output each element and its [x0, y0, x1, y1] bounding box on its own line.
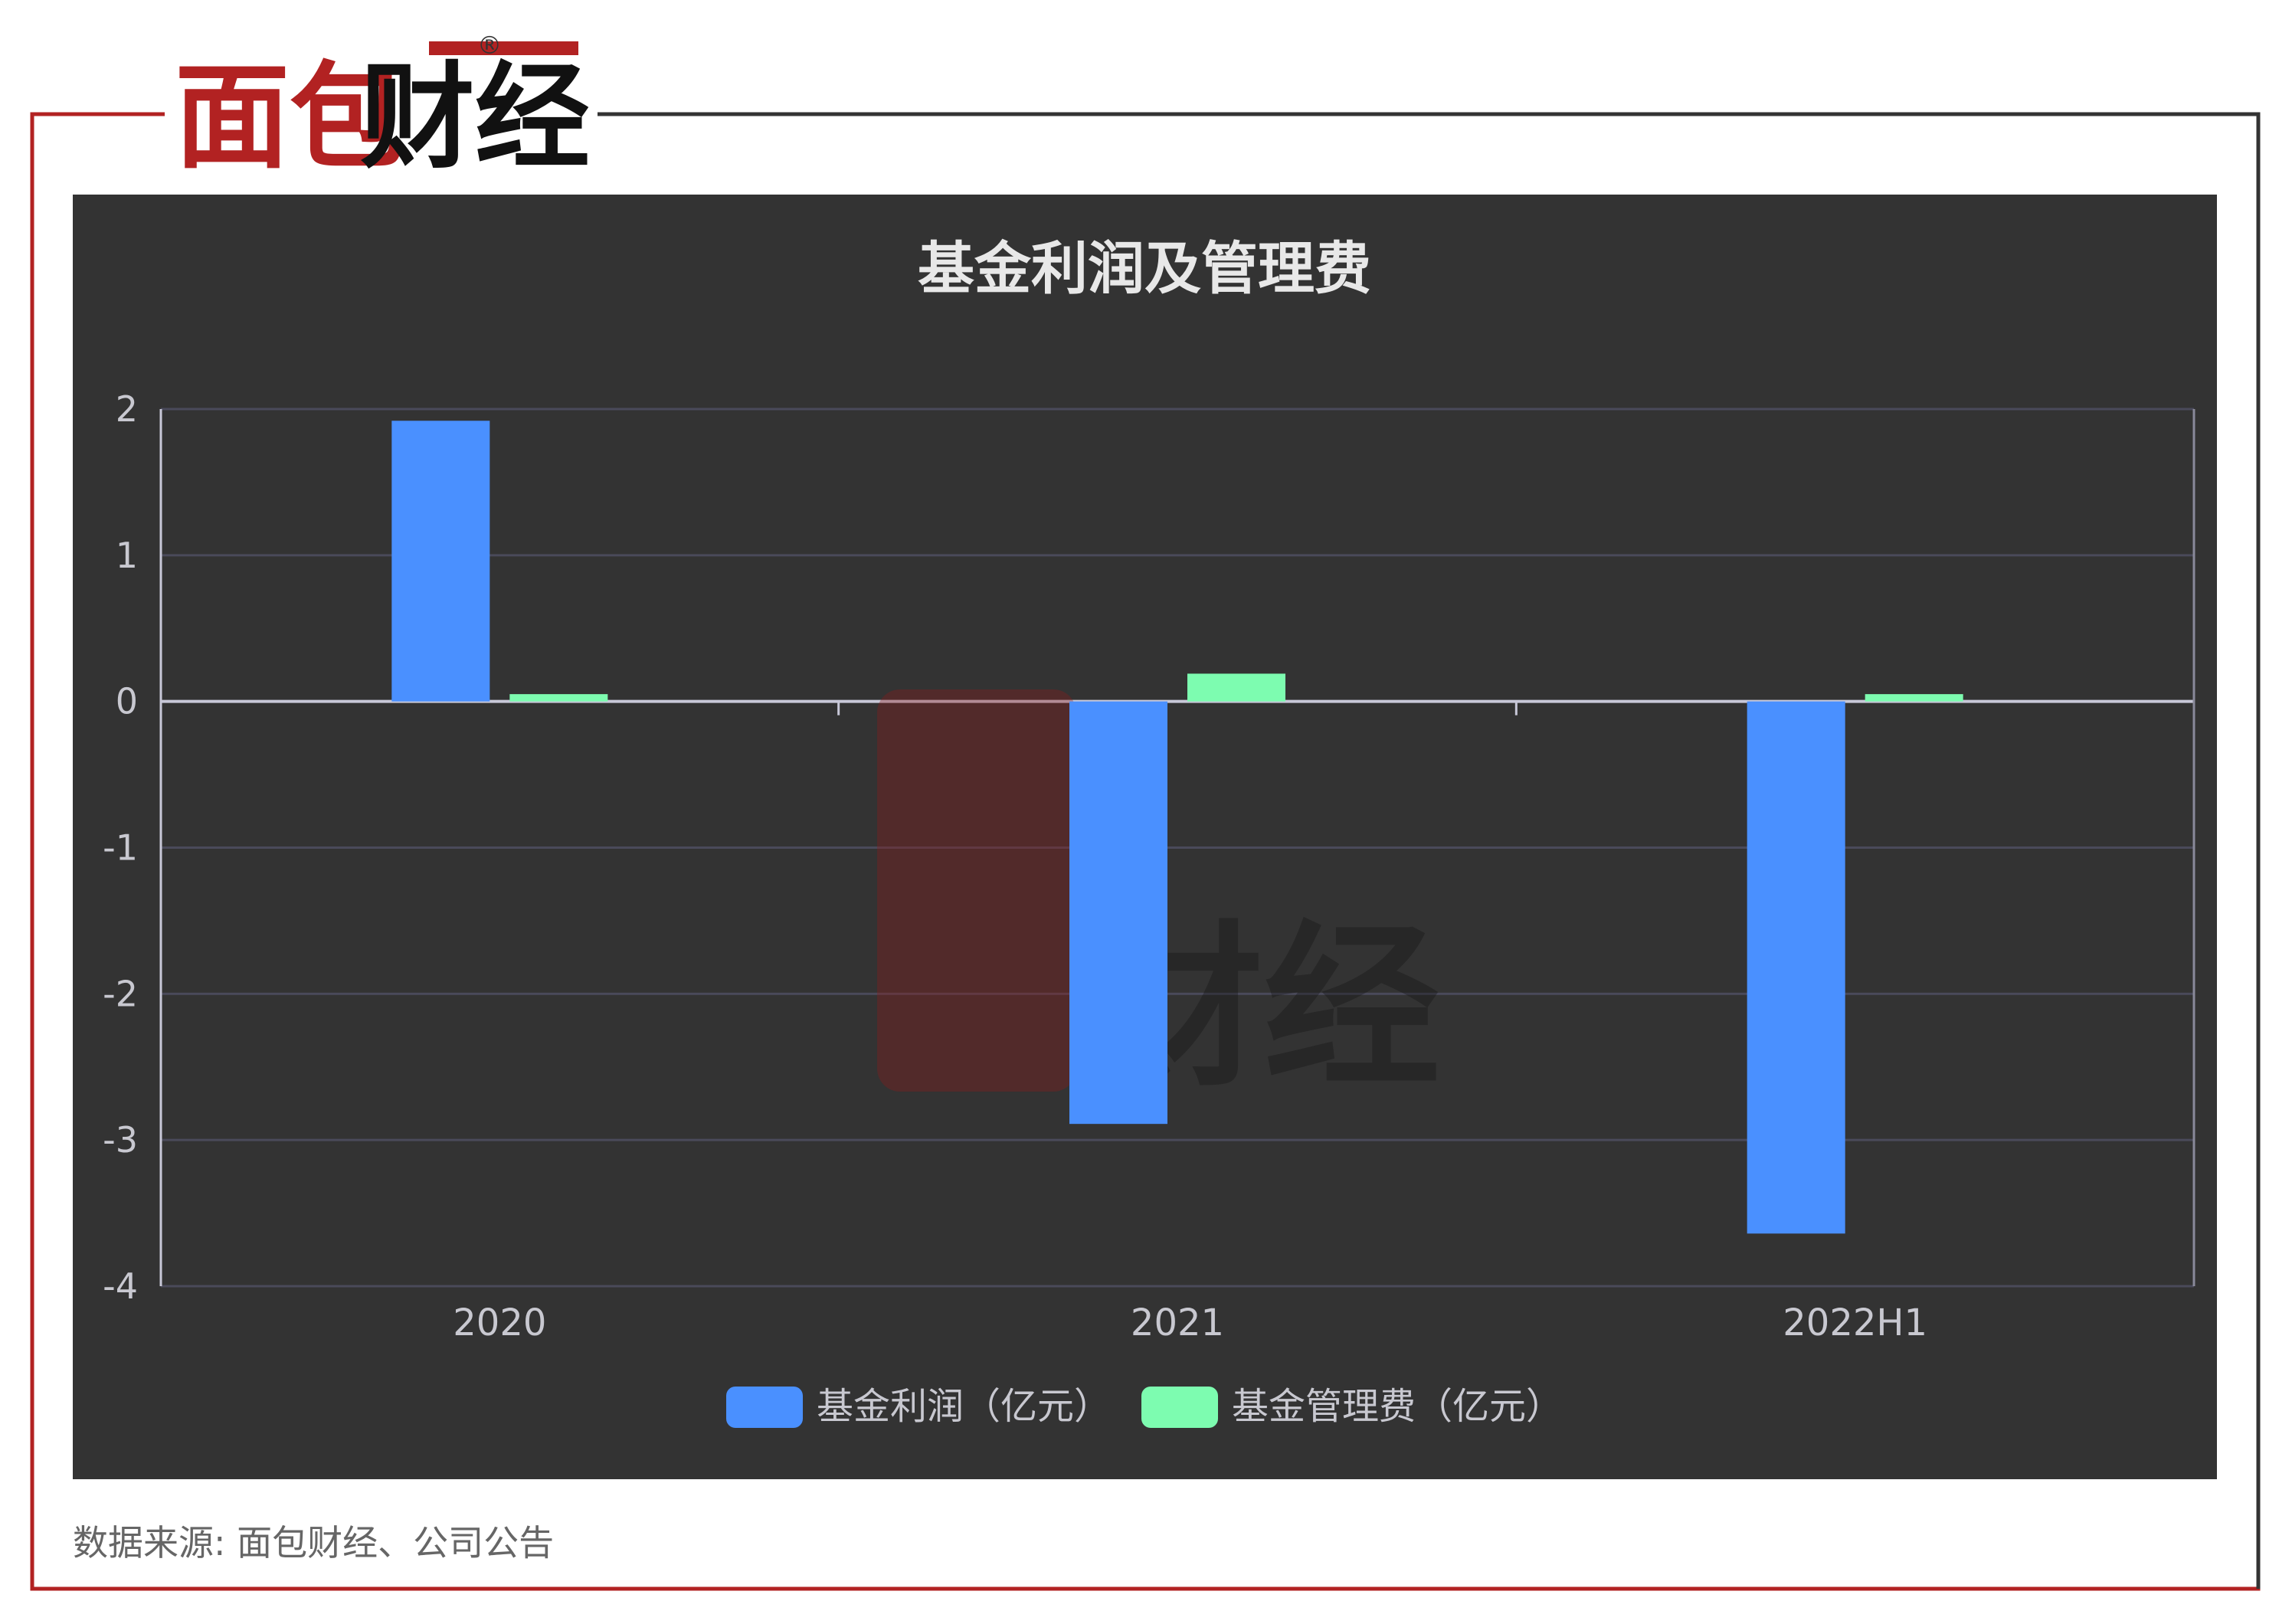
frame-dark [598, 112, 2261, 1589]
y-tick-label: -4 [103, 1265, 138, 1307]
x-tick-label: 2022H1 [1783, 1301, 1927, 1344]
legend-swatch [726, 1387, 803, 1428]
legend-swatch [1141, 1387, 1218, 1428]
bar-fee-2022H1 [1865, 694, 1963, 702]
bar-profit-2021 [1069, 701, 1167, 1125]
legend-label: 基金管理费（亿元） [1232, 1385, 1563, 1428]
x-tick-label: 2020 [453, 1301, 546, 1344]
bar-fee-2021 [1187, 673, 1285, 702]
bar-profit-2020 [391, 421, 490, 702]
logo-text-dark: 财经 [360, 51, 590, 185]
y-tick-label: -2 [103, 973, 138, 1014]
bar-profit-2022H1 [1747, 701, 1845, 1234]
data-source: 数据来源: 面包财经、公司公告 [73, 1522, 555, 1563]
y-tick-label: 1 [116, 535, 138, 576]
logo-text-red: 面包 [175, 51, 404, 185]
legend-label: 基金利润（亿元） [817, 1385, 1111, 1428]
registered-mark: ® [477, 31, 502, 60]
y-tick-label: -3 [103, 1119, 138, 1161]
y-tick-label: -1 [103, 827, 138, 869]
y-tick-label: 2 [116, 388, 138, 430]
brand-logo: 面包 财经 ® [175, 31, 590, 185]
bar-fee-2020 [509, 694, 608, 702]
y-tick-label: 0 [116, 681, 138, 722]
chart-title: 基金利润及管理费 [918, 236, 1371, 302]
x-tick-label: 2021 [1131, 1301, 1224, 1344]
